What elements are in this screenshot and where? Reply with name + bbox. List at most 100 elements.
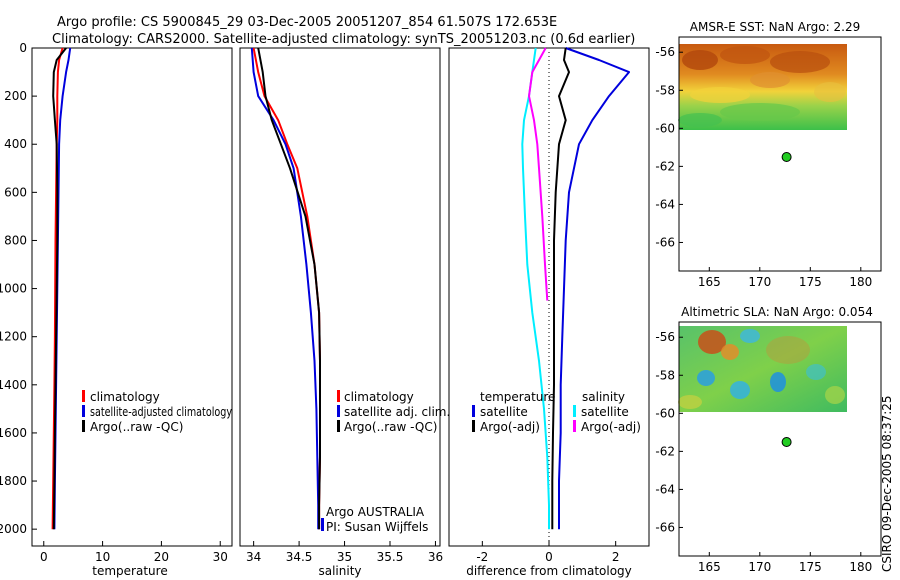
difference-legend: temperature satellite Argo(-adj) salinit…: [472, 390, 641, 434]
y-tick-label: -60: [655, 121, 675, 135]
salinity-legend: climatology satellite adj. clim. Argo(..…: [337, 390, 450, 434]
legend-swatch-temp-argo: [472, 420, 475, 432]
y-tick-label: -56: [655, 330, 675, 344]
temperature-xlabel: temperature: [92, 564, 167, 578]
legend-swatch-temp-satellite: [472, 405, 475, 417]
y-tick-label: 600: [4, 185, 27, 199]
salinity-profile-panel: 34 34.5 35 35.5 36 salinity climatology sate…: [239, 47, 450, 578]
temperature-axes-frame: [31, 47, 233, 547]
y-tick-label: 0: [19, 41, 27, 55]
y-tick-label: -60: [655, 406, 675, 420]
series-line-salinity-argo-adj: [528, 47, 549, 301]
y-tick-label: -66: [655, 520, 675, 534]
legend-label-satellite-adjusted: satellite-adjusted climatology: [90, 405, 232, 419]
side-stamp: CSIRO 09-Dec-2005 08:37:25: [880, 395, 894, 572]
legend-swatch-climatology: [337, 390, 340, 402]
x-tick-label: 165: [698, 275, 721, 289]
legend-label-climatology: climatology: [90, 390, 160, 404]
x-tick-label: 30: [213, 550, 228, 564]
x-tick-label: 10: [95, 550, 110, 564]
sst-field-image: [678, 44, 847, 130]
series-line-argo-raw-qc: [257, 47, 321, 530]
legend-label-temp-argo: Argo(-adj): [480, 420, 540, 434]
series-line-temperature-satellite: [558, 47, 630, 530]
y-tick-label: -62: [655, 159, 675, 173]
x-tick-label: 2: [612, 550, 620, 564]
y-tick-label: -62: [655, 444, 675, 458]
difference-profile-panel: -2 0 2 difference from climatology tempera…: [448, 47, 650, 578]
figure-title-line1: Argo profile: CS 5900845_29 03-Dec-2005 …: [57, 15, 557, 30]
figure-title-line2: Climatology: CARS2000. Satellite-adjuste…: [52, 32, 635, 47]
y-tick-label: 1600: [0, 426, 27, 440]
argo-country-label: Argo AUSTRALIA: [326, 505, 425, 519]
x-tick-label: 0: [545, 550, 553, 564]
legend-swatch-satellite-adjusted: [82, 405, 85, 417]
series-line-argo-raw-qc: [52, 47, 67, 530]
legend-label-satellite-adj: satellite adj. clim.: [344, 405, 450, 419]
legend-label-argo: Argo(..raw -QC): [344, 420, 437, 434]
y-tick-label: -56: [655, 45, 675, 59]
x-tick-label: 170: [748, 275, 771, 289]
argo-country-swatch: [321, 518, 324, 531]
legend-label-argo: Argo(..raw -QC): [90, 420, 183, 434]
salinity-xlabel: salinity: [318, 564, 361, 578]
series-line-climatology: [51, 47, 64, 530]
temperature-legend: climatology satellite-adjusted climatolo…: [82, 390, 232, 434]
series-line-salinity-satellite: [521, 47, 550, 530]
y-tick-label: 1800: [0, 474, 27, 488]
difference-xlabel: difference from climatology: [466, 564, 632, 578]
salinity-axes-frame: [239, 47, 441, 547]
argo-float-marker: [781, 437, 792, 447]
sst-map-panel: AMSR-E SST: NaN Argo: 2.29 165 170 175 180 …: [655, 20, 882, 289]
y-tick-label: 800: [4, 233, 27, 247]
x-tick-label: 34: [246, 550, 261, 564]
temperature-profile-panel: 0 200 400 600 800 1000 1200 1400 1600 1800 2000 0 1…: [0, 41, 233, 578]
sla-field-image: [678, 326, 847, 412]
x-tick-label: 180: [849, 275, 872, 289]
y-tick-label: -66: [655, 235, 675, 249]
sst-map-axes-frame: [678, 36, 882, 272]
y-tick-label: -64: [655, 197, 675, 211]
x-tick-label: 35: [337, 550, 352, 564]
x-tick-label: 36: [428, 550, 443, 564]
y-tick-label: 1200: [0, 330, 27, 344]
y-tick-label: 1000: [0, 282, 27, 296]
x-tick-label: 34.5: [286, 550, 313, 564]
legend-label-temp-satellite: satellite: [480, 405, 528, 419]
pi-label: PI: Susan Wijffels: [326, 520, 428, 534]
legend-group-temperature: temperature: [480, 390, 555, 404]
legend-swatch-argo: [82, 420, 85, 432]
x-tick-label: 165: [698, 560, 721, 574]
x-tick-label: -2: [476, 550, 488, 564]
sla-map-panel: Altimetric SLA: NaN Argo: 0.054 165 170 17…: [655, 305, 882, 574]
legend-swatch-climatology: [82, 390, 85, 402]
sla-map-title: Altimetric SLA: NaN Argo: 0.054: [681, 305, 873, 319]
legend-label-sal-satellite: satellite: [581, 405, 629, 419]
x-tick-label: 0: [40, 550, 48, 564]
legend-label-sal-argo: Argo(-adj): [581, 420, 641, 434]
x-tick-label: 175: [799, 560, 822, 574]
legend-swatch-argo: [337, 420, 340, 432]
x-tick-label: 175: [799, 275, 822, 289]
y-tick-label: 200: [4, 89, 27, 103]
x-tick-label: 35.5: [377, 550, 404, 564]
argo-float-marker: [781, 152, 792, 162]
sla-map-axes-frame: [678, 321, 882, 557]
series-line-temperature-argo-adj: [551, 47, 570, 530]
legend-label-climatology: climatology: [344, 390, 414, 404]
legend-swatch-satellite-adj: [337, 405, 340, 417]
y-tick-label: 400: [4, 137, 27, 151]
x-tick-label: 170: [748, 560, 771, 574]
y-tick-label: -58: [655, 83, 675, 97]
sst-map-title: AMSR-E SST: NaN Argo: 2.29: [690, 20, 860, 34]
legend-swatch-sal-argo: [573, 420, 576, 432]
y-tick-label: 2000: [0, 522, 27, 536]
x-tick-label: 20: [154, 550, 169, 564]
y-tick-label: 1400: [0, 378, 27, 392]
series-line-climatology: [252, 47, 321, 530]
legend-group-salinity: salinity: [582, 390, 625, 404]
x-tick-label: 180: [849, 560, 872, 574]
legend-swatch-sal-satellite: [573, 405, 576, 417]
y-tick-label: -58: [655, 368, 675, 382]
